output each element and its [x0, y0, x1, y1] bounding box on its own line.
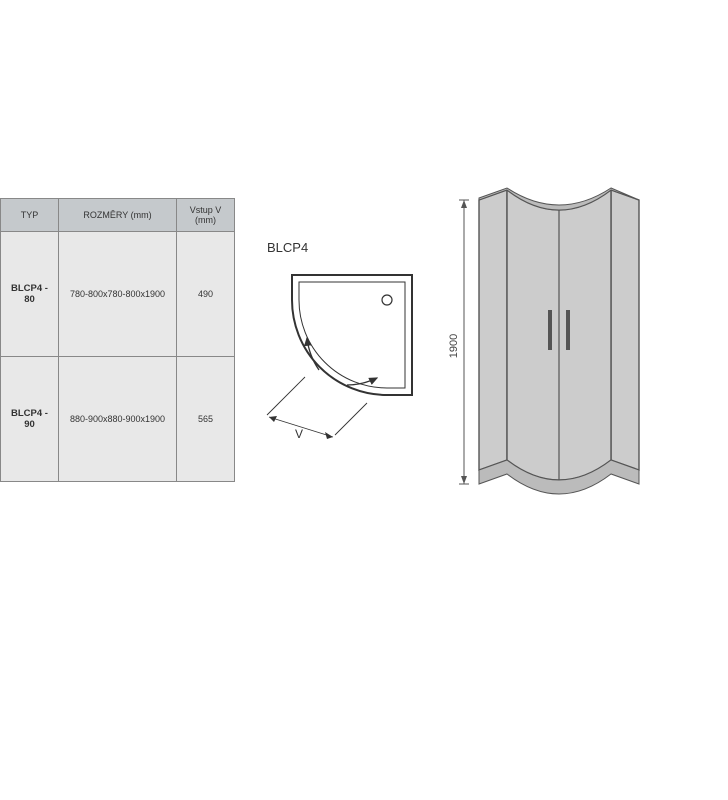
entry-symbol: V	[295, 427, 303, 440]
tray-outline	[292, 275, 412, 395]
handle-right	[566, 310, 570, 350]
perspective-svg: 1900	[439, 160, 649, 520]
top-view-diagram: BLCP4 V	[247, 240, 427, 440]
handle-left	[548, 310, 552, 350]
table-row: BLCP4 - 90 880-900x880-900x1900 565	[1, 357, 235, 482]
dim-arrow-top	[461, 200, 467, 208]
top-view-svg: V	[247, 240, 427, 440]
cell-dims: 780-800x780-800x1900	[59, 232, 177, 357]
cell-entry: 565	[177, 357, 235, 482]
header-type: TYP	[1, 199, 59, 232]
cell-dims: 880-900x880-900x1900	[59, 357, 177, 482]
wall-panel-left	[479, 190, 507, 470]
dim-line-1	[267, 377, 305, 415]
header-dims: ROZMĚRY (mm)	[59, 199, 177, 232]
wall-panel-right	[611, 190, 639, 470]
cell-type: BLCP4 - 80	[1, 232, 59, 357]
dim-line-2	[335, 403, 367, 435]
cell-type: BLCP4 - 90	[1, 357, 59, 482]
perspective-diagram: 1900	[439, 160, 649, 520]
header-entry: Vstup V (mm)	[177, 199, 235, 232]
diagram-label: BLCP4	[267, 240, 308, 255]
cell-entry: 490	[177, 232, 235, 357]
spec-table: TYP ROZMĚRY (mm) Vstup V (mm) BLCP4 - 80…	[0, 198, 235, 482]
dim-arrow-2	[325, 432, 333, 439]
dim-arrow-bot	[461, 476, 467, 484]
table-row: BLCP4 - 80 780-800x780-800x1900 490	[1, 232, 235, 357]
height-label: 1900	[448, 334, 460, 358]
